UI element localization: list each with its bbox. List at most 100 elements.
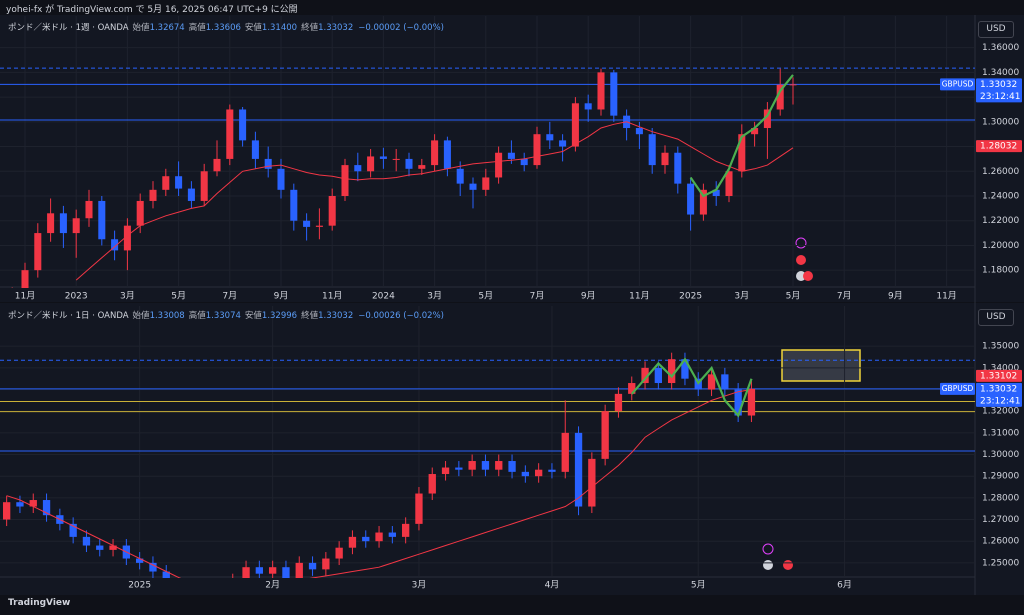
indicator-line	[75, 121, 794, 281]
price-label-text: 1.33102	[980, 371, 1017, 381]
y-tick-label: 1.34000	[982, 363, 1019, 373]
candle-body	[335, 547, 343, 559]
symbol-tag	[940, 78, 975, 91]
x-tick-label: 2024	[372, 292, 395, 302]
candle-body	[654, 367, 663, 384]
candle-body	[614, 393, 623, 412]
countdown: 23:12:41	[980, 396, 1020, 406]
event-icon	[795, 237, 807, 249]
y-tick-label: 1.27000	[982, 515, 1019, 525]
legend-value: 1.32674	[149, 23, 185, 33]
candle-body	[162, 176, 170, 190]
candle-body	[315, 225, 323, 227]
candle-body	[367, 156, 375, 172]
candle-body	[508, 461, 516, 472]
candle-body	[328, 196, 336, 226]
x-tick-label: 2025	[679, 292, 702, 302]
x-tick-label: 11月	[629, 291, 649, 302]
x-tick-label: 3月	[120, 291, 135, 302]
candle-body	[149, 562, 157, 572]
legend: ポンド／米ドル · 1週 · OANDA 始値1.32674 高値1.33606 安値…	[8, 21, 444, 33]
legend: ポンド／米ドル · 1日 · OANDA 始値1.33008 高値1.33074 安値…	[8, 309, 444, 321]
candle-body	[734, 389, 742, 416]
legend-value: 1.33032	[318, 311, 354, 321]
candle-body	[213, 158, 221, 172]
x-tick-label: 2023	[65, 292, 88, 302]
candle-body	[584, 103, 592, 110]
candle-body	[96, 545, 104, 550]
candle-body	[597, 72, 605, 110]
candle-body	[712, 189, 720, 196]
currency-button[interactable]: USD	[978, 309, 1014, 326]
candle-body	[687, 183, 695, 215]
price-label-text: 1.33032	[980, 384, 1017, 394]
legend-label: 安値	[244, 23, 262, 33]
candle-body	[42, 500, 51, 516]
x-tick-label: 11月	[15, 291, 35, 302]
x-tick-label: 3月	[427, 291, 442, 302]
y-tick-label: 1.25000	[982, 558, 1019, 568]
candle-body	[303, 220, 311, 227]
candle-body	[255, 567, 264, 574]
candle-body	[415, 493, 423, 524]
candle-body	[295, 562, 303, 578]
candle-body	[468, 461, 476, 470]
candle-body	[635, 128, 643, 135]
candle-body	[200, 171, 208, 201]
y-tick-label: 1.29000	[982, 472, 1019, 482]
x-tick-label: 3月	[412, 580, 427, 591]
candle-body	[610, 72, 618, 116]
candle-body	[268, 567, 277, 574]
event-icon	[796, 255, 806, 265]
x-tick-label: 5月	[478, 291, 493, 302]
candle-body	[533, 134, 541, 166]
legend-label: 終値	[301, 311, 319, 321]
candle-body	[401, 523, 410, 537]
candle-body	[443, 140, 451, 169]
candle-body	[34, 233, 42, 271]
indicator-line	[6, 389, 752, 578]
candle-body	[641, 367, 649, 384]
event-icon	[762, 543, 774, 555]
symbol: ポンド／米ドル · 1日 · OANDA	[8, 311, 129, 321]
candle-body	[431, 140, 439, 166]
annotation-box	[781, 349, 861, 382]
candle-body	[699, 189, 707, 215]
event-icon	[783, 560, 793, 570]
candle-body	[136, 200, 144, 226]
price-label	[976, 369, 1022, 382]
candle-body	[16, 502, 24, 507]
x-tick-label: 7月	[222, 291, 237, 302]
y-tick-label: 1.30000	[982, 450, 1019, 460]
candle-body	[588, 458, 596, 507]
candle-body	[495, 461, 503, 470]
y-tick-label: 1.20000	[982, 241, 1019, 251]
legend-value: 1.33008	[149, 311, 185, 321]
publish-header: yohei-fx が TradingView.com で 5月 16, 2025…	[6, 5, 298, 15]
candle-body	[264, 158, 272, 169]
candle-body	[481, 461, 490, 470]
candle-body	[738, 134, 746, 172]
candle-body	[379, 156, 387, 159]
candle-body	[216, 595, 223, 615]
candle-body	[308, 562, 317, 570]
x-tick-label: 7月	[837, 291, 852, 302]
candle-body	[428, 474, 436, 494]
x-tick-label: 6月	[837, 580, 852, 591]
candle-body	[82, 536, 91, 546]
candle-body	[354, 165, 362, 172]
candle-body	[469, 183, 477, 190]
currency-button[interactable]: USD	[978, 21, 1014, 38]
candle-body	[2, 502, 11, 520]
event-icon	[763, 560, 773, 570]
legend-change: −0.00026 (−0.02%)	[358, 311, 444, 321]
x-tick-label: 11月	[936, 291, 956, 302]
indicator-line	[630, 357, 753, 418]
candle-body	[189, 611, 196, 615]
candle-body	[574, 432, 583, 507]
legend-value: 1.33606	[205, 23, 241, 33]
candle-body	[520, 158, 528, 166]
candle-body	[175, 176, 183, 189]
